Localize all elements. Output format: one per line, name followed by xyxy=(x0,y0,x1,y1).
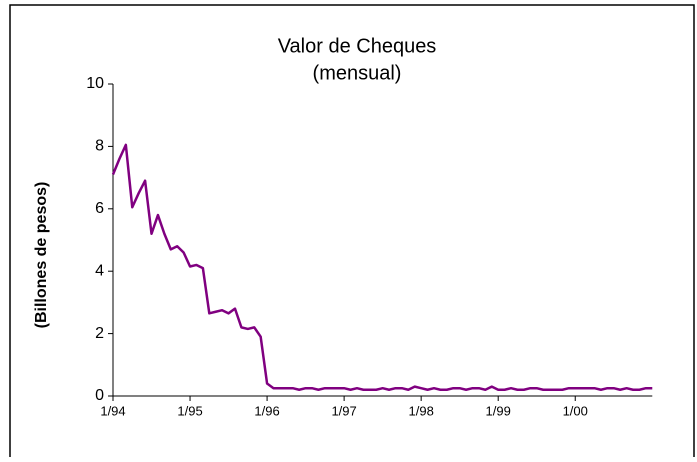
x-tick-label: 1/99 xyxy=(486,403,511,418)
x-tick-label: 1/94 xyxy=(100,403,125,418)
x-tick-label: 1/95 xyxy=(177,403,202,418)
x-tick-label: 1/96 xyxy=(254,403,279,418)
data-line xyxy=(111,143,653,392)
chart-subtitle: (mensual) xyxy=(313,62,402,84)
x-tick-label: 1/97 xyxy=(331,403,356,418)
y-tick-label: 4 xyxy=(95,262,104,279)
y-tick-label: 8 xyxy=(95,138,104,155)
x-tick-label: 1/00 xyxy=(563,403,588,418)
y-tick-label: 10 xyxy=(86,75,104,92)
chart-frame xyxy=(9,4,695,457)
y-tick-label: 0 xyxy=(95,387,104,404)
x-tick-label: 1/98 xyxy=(409,403,434,418)
chart-title: Valor de Cheques xyxy=(278,35,437,57)
y-tick-label: 2 xyxy=(95,325,104,342)
y-axis-label: (Billones de pesos) xyxy=(33,182,50,329)
y-label-group: (Billones de pesos) xyxy=(33,182,50,329)
y-tick-label: 6 xyxy=(95,200,104,217)
